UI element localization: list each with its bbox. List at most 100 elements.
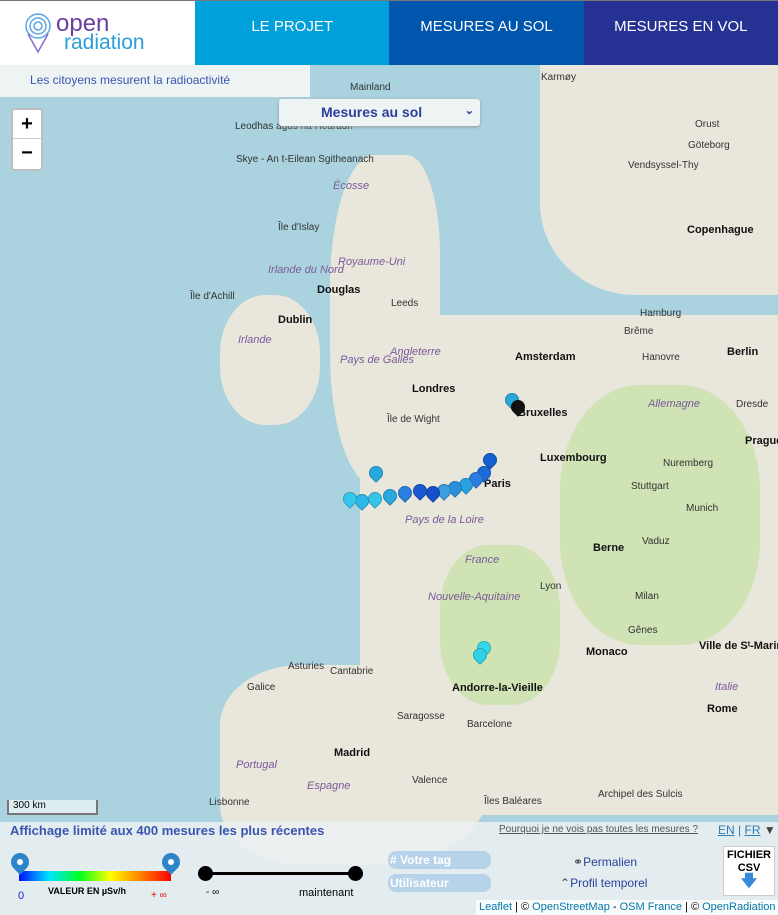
map-label: Allemagne <box>648 398 700 410</box>
map-label: Monaco <box>586 646 628 658</box>
lang-fr-link[interactable]: FR <box>744 823 761 837</box>
select-value: Mesures au sol <box>321 104 423 120</box>
scale-max: + ∞ <box>151 890 167 901</box>
openradiation-link[interactable]: OpenRadiation <box>702 901 776 913</box>
logo[interactable]: open radiation <box>0 1 195 65</box>
map-label: Skye - An t-Eilean Sgitheanach <box>236 154 374 165</box>
map-label: Andorre-la-Vieille <box>452 682 543 694</box>
map-label: Écosse <box>333 180 370 192</box>
map-label: Copenhague <box>687 224 754 236</box>
map-label: Brême <box>624 326 654 337</box>
map-label: Berlin <box>727 346 759 358</box>
map[interactable]: Mainland Karmøy Leodhas agus na Hearadh Oru… <box>0 65 778 915</box>
nav-mesures-au-sol[interactable]: MESURES AU SOL <box>389 1 584 65</box>
osm-link[interactable]: OpenStreetMap <box>532 901 610 913</box>
zoom-in-button[interactable]: + <box>13 110 41 139</box>
csv-label: FICHIER CSV <box>727 849 771 874</box>
header: open radiation LE PROJET MESURES AU SOL M… <box>0 0 778 65</box>
map-label: Paris <box>484 478 511 490</box>
time-slider-track[interactable] <box>205 872 355 875</box>
profile-chart-icon: ⌃ <box>560 876 571 890</box>
csv-download-button[interactable]: FICHIER CSV 🡇 <box>723 846 775 896</box>
logo-line1: open <box>56 10 110 37</box>
map-label: Dresde <box>736 399 769 410</box>
map-label: Valence <box>412 775 448 786</box>
nav-mesures-en-vol[interactable]: MESURES EN VOL <box>583 1 778 65</box>
map-label: Prague <box>745 435 778 447</box>
map-label: Stuttgart <box>631 481 669 492</box>
map-label: Milan <box>635 591 659 602</box>
lang-en-link[interactable]: EN <box>718 823 735 837</box>
value-gradient-scale <box>19 871 171 881</box>
download-arrow-icon: 🡇 <box>740 873 758 890</box>
map-label: Espagne <box>307 780 351 792</box>
bottom-panel <box>0 822 778 915</box>
map-label: Dublin <box>278 314 313 326</box>
map-label: Bruxelles <box>518 407 568 419</box>
map-label: Madrid <box>334 747 371 759</box>
map-label: Lisbonne <box>209 797 250 808</box>
time-max: maintenant <box>299 887 354 899</box>
map-label: Irlande du Nord <box>268 264 344 276</box>
measure-type-select[interactable]: Mesures au sol ⌄ <box>279 99 480 126</box>
time-slider-end-handle[interactable] <box>348 866 363 881</box>
map-label: Angleterre <box>390 346 441 358</box>
map-label: Pays de Galles <box>340 354 414 366</box>
chevron-down-icon: ⌄ <box>464 105 474 117</box>
map-label: Nuremberg <box>663 458 714 469</box>
map-label: Rome <box>707 703 738 715</box>
time-slider-start-handle[interactable] <box>198 866 213 881</box>
map-label: Saragosse <box>397 711 445 722</box>
map-label: Karmøy <box>541 72 576 83</box>
map-label: Douglas <box>317 284 361 296</box>
map-label: Nouvelle-Aquitaine <box>428 591 521 603</box>
link-icon: ⚭ <box>573 855 584 869</box>
map-label: Royaume-Uni <box>338 256 406 268</box>
map-label: Ville de Sᵗ-Marin <box>699 640 778 652</box>
map-label: France <box>465 554 500 566</box>
map-label: Archipel des Sulcis <box>598 789 683 800</box>
map-attribution: Leaflet | © OpenStreetMap - OSM France |… <box>476 900 778 915</box>
map-label: Barcelone <box>467 719 513 730</box>
map-label: Amsterdam <box>515 351 576 363</box>
tagline: Les citoyens mesurent la radioactivité <box>0 65 310 97</box>
time-min: - ∞ <box>206 887 220 898</box>
scale-label: VALEUR EN µSv/h <box>48 886 127 896</box>
map-label: Leeds <box>391 298 419 309</box>
caret-down-icon[interactable]: ▼ <box>763 823 776 837</box>
permalink-button[interactable]: ⚭Permalien <box>573 855 637 869</box>
map-label: Galice <box>247 682 276 693</box>
nav-le-projet[interactable]: LE PROJET <box>195 1 390 65</box>
profile-label: Profil temporel <box>570 876 648 890</box>
tag-input[interactable]: # Votre tag <box>388 851 491 869</box>
map-label: Mainland <box>350 82 391 93</box>
map-label: Île de Wight <box>387 414 440 425</box>
radiation-pin-icon <box>25 13 51 54</box>
map-label: Île d'Islay <box>278 222 320 233</box>
time-profile-button[interactable]: ⌃Profil temporel <box>560 876 647 890</box>
why-link[interactable]: Pourquoi je ne vois pas toutes les mesur… <box>499 824 698 835</box>
map-label: Gênes <box>628 625 658 636</box>
map-label: Italie <box>715 681 739 693</box>
map-label: Londres <box>412 383 456 395</box>
map-label: Leodhas agus na Hearadh <box>235 121 353 132</box>
permalink-label: Permalien <box>583 855 638 869</box>
map-label: Luxembourg <box>540 452 607 464</box>
map-label: Îles Baléares <box>484 796 542 807</box>
user-input[interactable]: Utilisateur <box>388 874 491 892</box>
osmfr-link[interactable]: OSM France <box>619 901 682 913</box>
map-label: Vaduz <box>642 536 670 547</box>
scale-min: 0 <box>18 890 25 902</box>
map-label: Vendsyssel-Thy <box>628 160 699 171</box>
map-label: Göteborg <box>688 140 730 151</box>
zoom-out-button[interactable]: − <box>21 142 33 164</box>
map-label: Asturies <box>288 661 325 672</box>
leaflet-link[interactable]: Leaflet <box>479 901 513 913</box>
zoom-control: + − <box>11 108 43 171</box>
map-label: Hamburg <box>640 308 682 319</box>
map-label: Pays de la Loire <box>405 514 484 526</box>
logo-line2: radiation <box>64 31 145 54</box>
map-label: Île d'Achill <box>190 291 235 302</box>
map-label: Lyon <box>540 581 562 592</box>
lang-separator: | <box>738 823 742 837</box>
